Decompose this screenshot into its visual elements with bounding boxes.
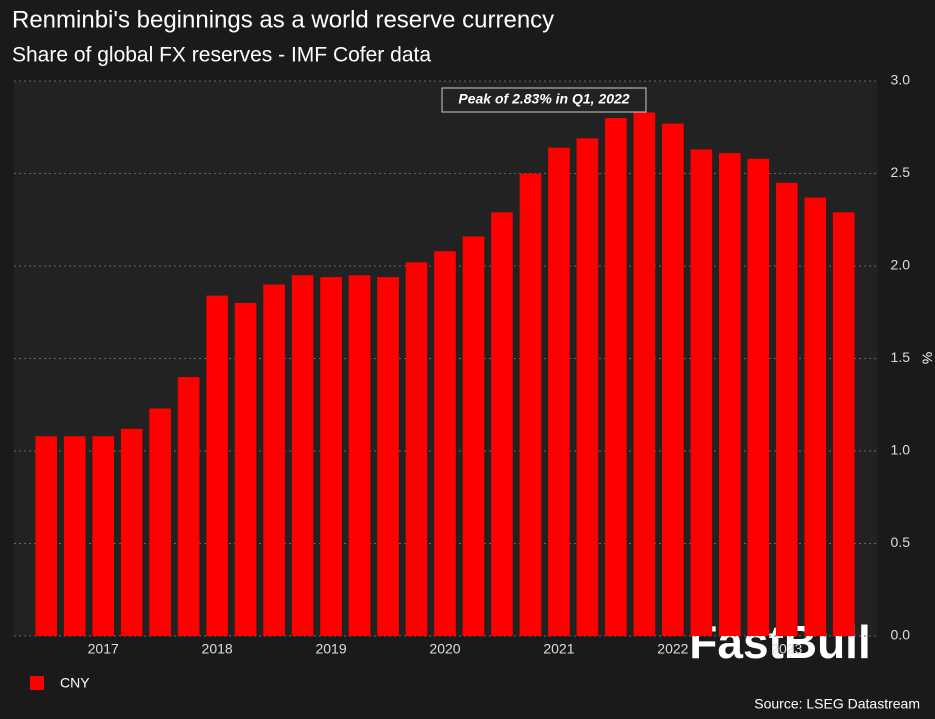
- legend-label: CNY: [60, 675, 90, 691]
- x-tick-label: 2018: [202, 641, 233, 657]
- bar: [690, 149, 713, 636]
- bar: [576, 138, 599, 636]
- bar: [348, 275, 371, 636]
- bar: [35, 436, 58, 636]
- y-tick-label: 0.5: [891, 534, 911, 550]
- bar: [719, 153, 741, 636]
- y-axis-label: %: [919, 352, 935, 364]
- bar: [263, 284, 285, 636]
- legend-swatch: [30, 676, 44, 690]
- bar: [832, 212, 855, 636]
- bar: [747, 158, 770, 636]
- x-tick-label: 2019: [315, 641, 346, 657]
- bar: [662, 123, 684, 637]
- chart-title: Renminbi's beginnings as a world reserve…: [12, 6, 554, 33]
- y-tick-label: 2.0: [891, 257, 911, 273]
- x-tick-label: 2021: [543, 641, 574, 657]
- bar: [234, 303, 257, 636]
- bar: [120, 428, 143, 636]
- bar: [633, 112, 656, 636]
- bar: [804, 197, 827, 637]
- x-tick-label: 2020: [429, 641, 460, 657]
- y-tick-label: 0.0: [891, 627, 911, 643]
- source: Source: LSEG Datastream: [754, 696, 920, 712]
- y-tick-label: 1.5: [891, 349, 911, 365]
- bar: [434, 251, 456, 636]
- annotation: Peak of 2.83% in Q1, 2022: [458, 91, 629, 107]
- y-tick-label: 3.0: [891, 72, 911, 88]
- bar: [63, 436, 86, 636]
- bar: [320, 277, 342, 636]
- bar: [491, 212, 513, 636]
- bar: [206, 295, 228, 636]
- x-tick-label: 2017: [88, 641, 119, 657]
- x-tick-label: 2022: [657, 641, 688, 657]
- bar: [775, 182, 798, 636]
- bar: [548, 147, 570, 636]
- y-tick-label: 1.0: [891, 442, 911, 458]
- bar: [462, 236, 485, 636]
- bar: [405, 262, 428, 636]
- bar: [149, 408, 171, 636]
- x-tick-label: 2023: [771, 641, 802, 657]
- bar: [177, 377, 200, 636]
- chart-subtitle: Share of global FX reserves - IMF Cofer …: [12, 44, 431, 67]
- annotation-box: [441, 87, 647, 113]
- y-tick-label: 2.5: [891, 164, 911, 180]
- bar: [377, 277, 399, 636]
- bar: [291, 275, 314, 636]
- bar: [605, 118, 627, 636]
- bar: [519, 173, 542, 636]
- bar: [92, 436, 115, 636]
